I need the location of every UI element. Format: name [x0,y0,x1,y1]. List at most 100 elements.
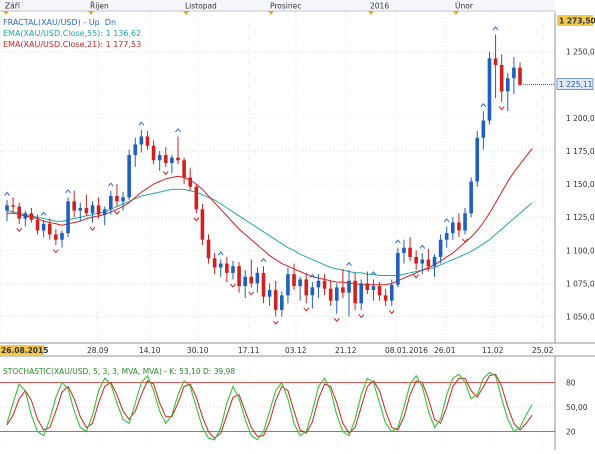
fractal-dn-marker [358,314,365,319]
candle-body [432,256,437,267]
candle-body [194,186,199,210]
candle-body [72,201,76,211]
fractal-up-marker [4,191,10,196]
candle-body [359,283,364,304]
candle-body [408,247,412,257]
fractal-up-marker [175,128,181,133]
last-price-label: 1 225,11 [559,80,593,89]
fractal-up-marker [40,211,47,216]
candle-body [444,233,449,240]
fractal-up-marker [309,273,316,278]
candle-body [505,78,510,92]
candle-body [322,280,327,289]
x-tick-label: 17.11 [238,346,260,355]
candle-body [475,137,480,182]
y-tick-label: 1 175,00 [566,147,595,156]
candle-body [341,287,345,293]
candle-body [96,205,101,215]
candle-body [243,276,247,287]
candle-body [371,286,376,291]
candle-body [304,279,309,296]
candle-body [90,205,95,214]
ema21-line [7,148,533,286]
candle-body [249,276,254,284]
month-bar [0,0,555,11]
candle-body [23,213,28,219]
fractal-up-marker [65,189,71,194]
top-price-label: 1 273,50 [559,17,595,26]
month-label: Září [5,2,21,11]
fractal-up-marker [419,244,426,249]
y-tick-label: 1 125,00 [566,213,595,222]
month-marker [268,11,274,15]
legend-fractal-label: FRACTAL(XAU/USD) - [3,18,89,27]
candle-body [41,223,46,231]
legend-fractal-up: Up [88,18,100,27]
candle-body [310,287,315,296]
month-marker [368,11,374,15]
candle-body [47,223,52,235]
candle-body [438,239,443,257]
month-label: Listopad [185,2,217,11]
fractal-dn-marker [498,106,505,111]
fractal-up-marker [260,257,267,263]
fractal-up-marker [138,121,145,126]
fractal-up-marker [107,182,114,187]
candle-body [176,157,180,161]
candle-body [280,295,284,310]
candle-body [365,283,370,291]
candle-body [286,274,290,296]
y-tick-label: 1 150,00 [566,180,595,189]
candle-body [133,144,138,155]
fractal-up-marker [217,251,224,256]
candle-body [499,64,504,92]
fractal-dn-marker [248,291,255,296]
candle-body [518,67,522,85]
stoch-tick-label: 20 [566,428,576,437]
candle-body [35,219,40,231]
candle-body [139,136,144,145]
candle-body [17,206,22,219]
candle-body [206,239,211,259]
candle-body [396,252,400,285]
y-tick-label: 1 075,00 [566,279,595,288]
candle-body [145,136,150,146]
month-marker [183,11,189,15]
candle-body [157,154,162,161]
candle-body [66,201,70,234]
stoch-k-line [6,371,533,441]
candle-body [487,58,492,121]
fractal-dn-marker [162,171,169,176]
candle-body [481,120,486,138]
month-label: Únor [455,2,474,11]
candle-body [493,58,498,65]
candle-body [316,280,321,288]
candle-body [54,234,58,240]
candle-body [377,286,382,296]
candle-body [402,247,406,253]
month-marker [453,11,459,15]
x-tick-label: 08.01.2016 [385,346,428,355]
candle-body [451,222,455,234]
y-tick-label: 1 200,00 [566,114,595,123]
candle-body [237,266,241,287]
fractal-dn-marker [89,226,96,231]
legend-ema55: EMA(XAU/USD.Close,55): 1 136,62 [3,29,142,38]
candle-body [218,263,223,268]
candle-body [383,295,388,301]
fractal-dn-marker [114,210,120,215]
candle-body [109,196,113,210]
candle-body [255,272,260,284]
candle-body [115,196,119,202]
fractal-dn-marker [388,310,395,315]
x-tick-label: 14.10 [139,346,161,355]
candle-body [389,284,394,301]
candle-body [298,279,302,287]
fractal-dn-marker [303,307,310,312]
stoch-tick-label: 80 [566,378,576,387]
candle-body [60,233,64,240]
fractal-up-marker [346,261,352,267]
candle-body [353,280,357,304]
